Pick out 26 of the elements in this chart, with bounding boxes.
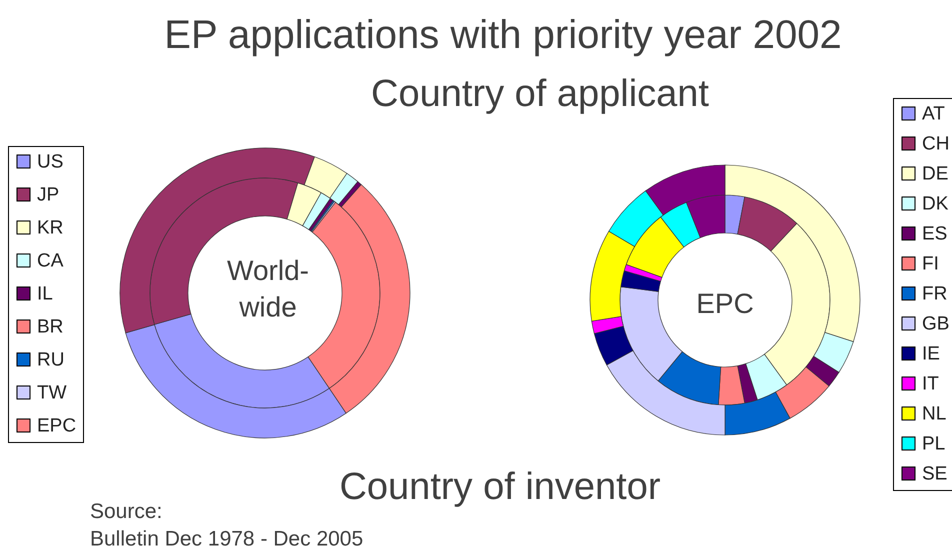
legend-label: PL [922, 434, 946, 454]
legend-label: ES [922, 224, 948, 244]
legend-label: IT [922, 374, 940, 394]
legend-label: AT [922, 104, 946, 124]
legend-label: SE [922, 464, 948, 484]
legend-label: BR [37, 316, 64, 338]
legend-label: GB [922, 314, 950, 334]
legend-label: FI [922, 254, 939, 274]
legend-label: DK [922, 194, 949, 214]
legend-label: US [37, 152, 64, 172]
text: EPC [696, 288, 754, 319]
legend-label: RU [37, 350, 64, 370]
legend-label: KR [37, 218, 64, 238]
legend-label: TW [37, 382, 67, 404]
legend-label: EPC [37, 416, 76, 436]
legend-label: NL [922, 404, 946, 424]
legend-label: FR [922, 284, 948, 304]
text: World- wide [227, 255, 309, 322]
legend-label: IL [37, 284, 53, 304]
legend-label: JP [37, 184, 60, 206]
legend-label: DE [922, 164, 948, 184]
text: EP applications with priority year 2002 [164, 13, 842, 57]
legend-label: CA [37, 250, 64, 272]
legend-label: CH [922, 134, 950, 154]
legend-label: IE [922, 344, 940, 364]
text: Country of applicant [371, 73, 710, 115]
